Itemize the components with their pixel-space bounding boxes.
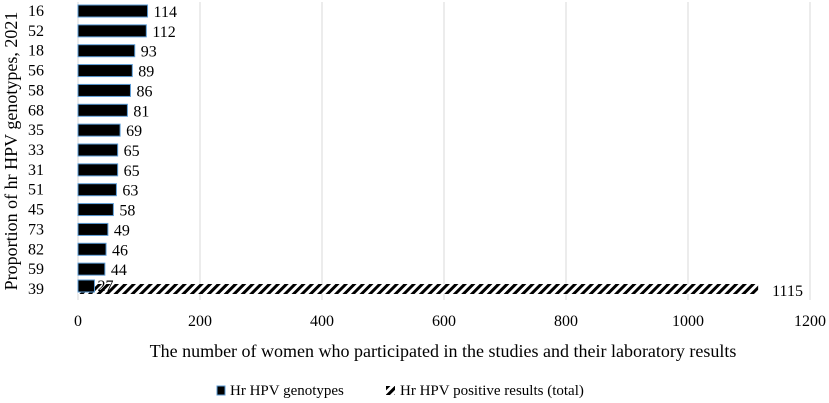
category-label: 68	[28, 102, 44, 119]
legend-label-total: Hr HPV positive results (total)	[400, 383, 584, 399]
category-label: 39	[28, 281, 44, 298]
bar	[77, 222, 109, 236]
data-label: 86	[136, 83, 152, 100]
data-label: 114	[154, 4, 177, 21]
x-tick-label: 400	[310, 313, 334, 330]
total-bar	[78, 284, 759, 294]
x-tick-label: 0	[74, 313, 82, 330]
bar	[77, 64, 133, 78]
bar	[77, 183, 117, 197]
category-label: 16	[28, 3, 44, 20]
category-label: 31	[28, 162, 44, 179]
category-label: 18	[28, 43, 44, 60]
legend-label-genotypes: Hr HPV genotypes	[230, 383, 344, 399]
x-axis-ticks: 0 200 400 600 800 1000 1200	[74, 313, 826, 330]
category-label: 56	[28, 63, 44, 80]
data-label: 65	[124, 143, 140, 160]
category-label: 73	[28, 221, 44, 238]
total-data-label: 1115	[772, 283, 803, 300]
data-label: 27	[97, 278, 113, 295]
category-label: 35	[28, 122, 44, 139]
bar	[77, 163, 119, 177]
data-label: 44	[111, 262, 127, 279]
category-label: 52	[28, 23, 44, 40]
data-label: 63	[122, 183, 138, 200]
category-label: 51	[28, 182, 44, 199]
bars	[77, 4, 149, 276]
legend-swatch-genotypes	[216, 385, 226, 396]
data-label: 65	[124, 163, 140, 180]
x-tick-label: 1000	[672, 313, 704, 330]
total-bar-group: 1115 27	[77, 278, 803, 300]
bar	[77, 103, 128, 117]
category-labels: 16 52 18 56 58 68 35 33 31 51 45 73 82 59 39	[28, 3, 44, 298]
x-axis-title: The number of women who participated in …	[150, 341, 737, 361]
legend-swatch-total	[386, 386, 395, 395]
x-tick-label: 600	[432, 313, 456, 330]
data-label: 58	[119, 203, 135, 220]
data-label: 89	[138, 64, 154, 81]
data-label: 93	[141, 44, 157, 61]
data-label: 69	[126, 123, 142, 140]
x-tick-label: 200	[188, 313, 212, 330]
x-tick-label: 1200	[794, 313, 826, 330]
bar	[77, 242, 107, 256]
category-label: 82	[28, 241, 44, 258]
gridlines	[77, 2, 811, 300]
data-label: 46	[112, 242, 128, 259]
y-axis-title: Proportion of hr HPV genotypes, 2021	[1, 12, 21, 291]
data-label: 49	[114, 222, 130, 239]
data-label: 112	[152, 24, 175, 41]
x-tick-label: 800	[554, 313, 578, 330]
category-label: 45	[28, 202, 44, 219]
bar	[77, 123, 121, 137]
bar	[77, 4, 149, 18]
bar	[77, 24, 147, 38]
bar	[77, 203, 114, 217]
bar	[77, 44, 136, 58]
category-label: 58	[28, 82, 44, 99]
data-labels: 114 112 93 89 86 81 69 65 65 63 58 49 46 44	[111, 4, 177, 279]
bar	[77, 262, 106, 276]
bar	[77, 279, 95, 293]
category-label: 33	[28, 142, 44, 159]
category-label: 59	[28, 261, 44, 278]
data-label: 81	[133, 103, 149, 120]
bar	[77, 83, 131, 97]
bar	[77, 143, 119, 157]
legend: Hr HPV genotypes Hr HPV positive results…	[216, 383, 584, 399]
